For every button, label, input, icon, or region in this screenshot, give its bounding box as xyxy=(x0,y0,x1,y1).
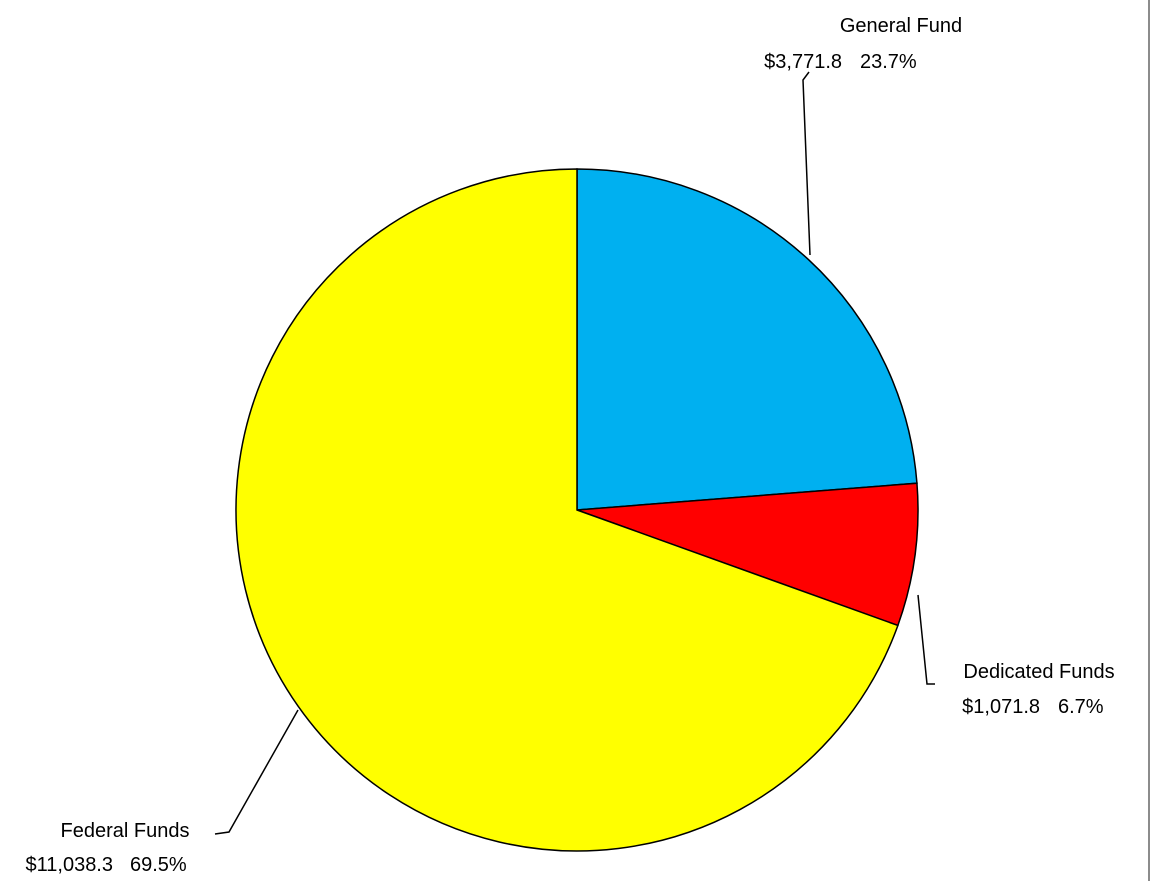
label-dedicated-funds-value: $1,071.8 xyxy=(962,696,1040,718)
pie-slice-dedicated-funds xyxy=(576,482,919,627)
label-federal-funds-value: $11,038.3 xyxy=(26,854,114,876)
label-dedicated-funds-name: Dedicated Funds xyxy=(963,661,1114,683)
leader-line-dedicated-funds xyxy=(917,594,935,685)
label-general-fund-value: $3,771.8 xyxy=(764,51,842,73)
pie-slice-federal-funds xyxy=(235,168,899,852)
leader-line-general-fund xyxy=(802,71,811,256)
label-general-fund-name: General Fund xyxy=(840,15,962,37)
pie-slice-general-fund xyxy=(576,168,918,511)
label-federal-funds-percent: 69.5% xyxy=(130,854,187,876)
leader-line-federal-funds xyxy=(214,709,299,835)
label-federal-funds-name: Federal Funds xyxy=(61,820,190,842)
label-general-fund-percent: 23.7% xyxy=(860,51,917,73)
label-dedicated-funds-percent: 6.7% xyxy=(1058,696,1104,718)
